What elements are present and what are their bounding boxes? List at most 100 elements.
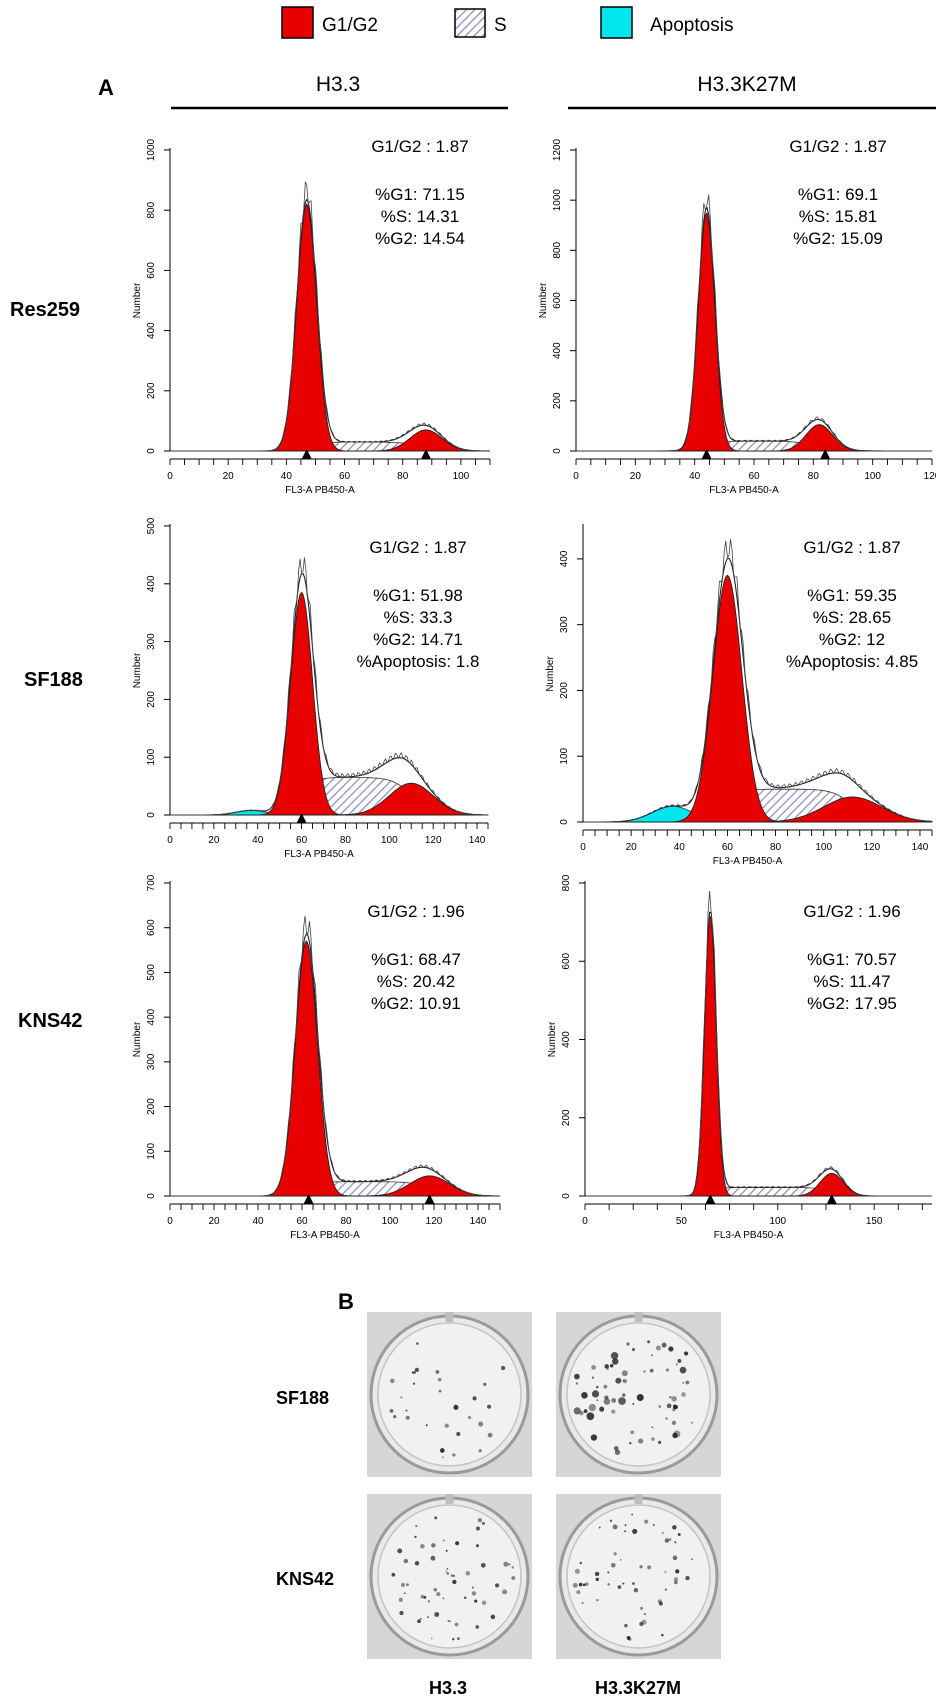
colony-dot xyxy=(508,1563,511,1566)
percentage-annotation: %S: 28.65 xyxy=(813,608,891,627)
y-tick-label: 200 xyxy=(146,382,157,399)
colony-dot xyxy=(401,1582,406,1587)
colony-dot xyxy=(503,1561,509,1567)
colony-dot xyxy=(442,1597,445,1600)
colony-dot xyxy=(647,1565,652,1570)
y-tick-label: 400 xyxy=(552,342,563,359)
x-tick-label: 0 xyxy=(580,842,586,853)
panel-b-letter: B xyxy=(338,1289,354,1314)
colony-dot xyxy=(582,1583,586,1587)
colony-dot xyxy=(405,1415,410,1420)
colony-dot xyxy=(677,1532,681,1536)
colony-dot xyxy=(434,1612,440,1617)
y-tick-label: 300 xyxy=(559,616,570,633)
colony-dot xyxy=(421,1596,423,1598)
y-tick-label: 200 xyxy=(146,691,157,708)
ratio-annotation: G1/G2 : 1.96 xyxy=(367,902,464,921)
raw-histogram-line xyxy=(170,557,488,816)
colony-dot xyxy=(414,1367,420,1373)
colony-dot xyxy=(444,1423,449,1428)
colony-dot xyxy=(475,1526,480,1531)
y-tick-label: 1200 xyxy=(552,138,563,161)
y-tick-label: 0 xyxy=(552,448,563,454)
colony-dot xyxy=(609,1519,613,1522)
colony-dot xyxy=(643,1370,646,1373)
colony-dot xyxy=(610,1352,619,1360)
y-tick-label: 400 xyxy=(559,550,570,567)
percentage-annotation: %S: 11.47 xyxy=(813,972,890,991)
plate-well xyxy=(566,1322,711,1467)
colony-dot xyxy=(456,1637,460,1641)
colony-dot xyxy=(677,1359,682,1363)
ratio-annotation: G1/G2 : 1.87 xyxy=(803,538,900,557)
y-tick-label: 700 xyxy=(146,874,157,891)
x-tick-label: 40 xyxy=(674,842,686,853)
y-tick-label: 200 xyxy=(559,682,570,699)
colony-dot xyxy=(579,1561,583,1565)
colony-dot xyxy=(502,1589,508,1595)
colony-dot xyxy=(631,1347,636,1352)
row-label-sf188: SF188 xyxy=(24,669,83,691)
colony-dot xyxy=(591,1365,596,1370)
colony-dot xyxy=(436,1592,441,1597)
x-tick-label: 120 xyxy=(863,842,880,853)
y-tick-label: 500 xyxy=(146,964,157,981)
colony-dot xyxy=(598,1526,601,1529)
colony-dot xyxy=(487,1404,492,1409)
x-tick-label: 40 xyxy=(689,471,701,482)
x-tick-label: 60 xyxy=(722,842,734,853)
colony-dot xyxy=(397,1548,403,1554)
x-tick-label: 150 xyxy=(866,1216,883,1227)
percentage-annotation: %G2: 14.71 xyxy=(373,630,463,649)
colony-dot xyxy=(481,1521,485,1525)
colony-dot xyxy=(633,1587,639,1593)
percentage-annotation: %Apoptosis: 1.8 xyxy=(357,652,480,671)
panel-b-row-label-sf188: SF188 xyxy=(276,1388,329,1408)
raw-histogram-line xyxy=(576,194,932,452)
y-tick-label: 1000 xyxy=(552,189,563,212)
colony-dot xyxy=(643,1612,647,1616)
colony-dot xyxy=(639,1565,643,1569)
colony-dot xyxy=(691,1421,694,1424)
colony-dot xyxy=(664,1588,667,1591)
y-tick-label: 200 xyxy=(561,1109,572,1126)
colony-dot xyxy=(465,1571,471,1576)
colony-dot xyxy=(452,1453,456,1457)
percentage-annotation: %G1: 68.47 xyxy=(371,950,461,969)
column-header-h33k27m: H3.3K27M xyxy=(697,73,796,96)
peak-marker xyxy=(301,449,312,459)
y-tick-label: 0 xyxy=(146,1193,157,1199)
y-tick-label: 800 xyxy=(146,201,157,218)
colony-dot xyxy=(665,1417,668,1420)
colony-dot xyxy=(631,1513,634,1516)
plate-notch xyxy=(634,1312,643,1322)
colony-dot xyxy=(669,1396,672,1399)
peak-marker xyxy=(705,1194,716,1204)
colony-plate xyxy=(556,1494,721,1659)
x-tick-label: 40 xyxy=(281,471,293,482)
colony-dot xyxy=(480,1562,486,1568)
colony-dot xyxy=(618,1397,626,1405)
colony-dot xyxy=(403,1592,406,1595)
colony-dot xyxy=(657,1599,662,1604)
colony-dot xyxy=(675,1363,678,1366)
colony-dot xyxy=(398,1597,403,1603)
colony-dot xyxy=(672,1525,677,1530)
y-tick-label: 300 xyxy=(146,1053,157,1070)
colony-plate xyxy=(367,1494,532,1659)
histogram-res259-h33: 0 200 400 600 800 1000 0 20 40 60 80 100 FL3-A PB450… xyxy=(132,137,491,496)
colony-dot xyxy=(610,1562,616,1568)
y-axis-label: Number xyxy=(132,282,143,318)
colony-dot xyxy=(617,1585,622,1589)
colony-dot xyxy=(632,1528,638,1534)
colony-dot xyxy=(590,1434,598,1441)
colony-dot xyxy=(405,1409,408,1412)
colony-dot xyxy=(674,1541,677,1544)
colony-dot xyxy=(685,1575,690,1581)
percentage-annotation: %G2: 12 xyxy=(819,630,885,649)
y-tick-label: 800 xyxy=(552,242,563,259)
y-tick-label: 100 xyxy=(146,1143,157,1160)
colony-dot xyxy=(665,1368,670,1372)
colony-dot xyxy=(594,1571,600,1577)
colony-dot xyxy=(572,1582,578,1588)
